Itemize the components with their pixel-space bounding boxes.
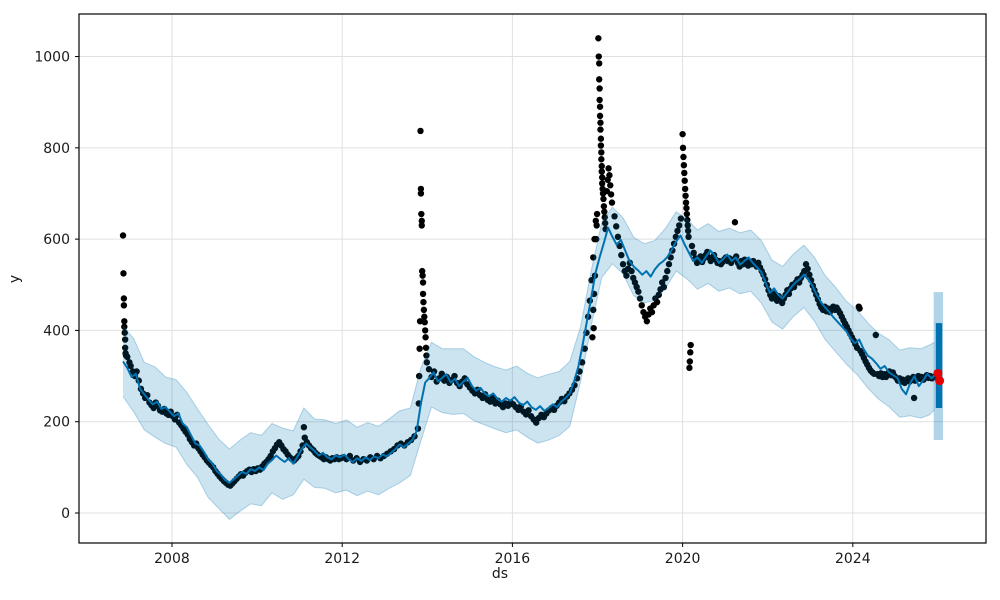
highlight-points (933, 368, 945, 386)
x-tick-label: 2024 (835, 551, 871, 567)
y-tick-label: 800 (43, 141, 70, 157)
future-forecast-column (935, 323, 943, 409)
plot-border (78, 13, 987, 544)
x-axis-ticks: 2008 2012 2016 2020 2024 (154, 543, 871, 567)
x-tick-label: 2012 (324, 551, 360, 567)
x-axis-label: ds (491, 566, 509, 582)
y-tick-label: 0 (61, 506, 70, 522)
uncertainty-band (122, 206, 935, 521)
gridlines (79, 14, 986, 543)
x-tick-label: 2008 (154, 551, 190, 567)
y-axis-ticks: 0 200 400 600 800 1000 (34, 50, 79, 522)
x-tick-label: 2020 (665, 551, 701, 567)
y-axis-label: y (7, 274, 23, 284)
forecast-line (122, 226, 936, 484)
x-tick-label: 2016 (495, 551, 531, 567)
y-tick-label: 200 (43, 415, 70, 431)
y-tick-label: 400 (43, 323, 70, 339)
y-tick-label: 600 (43, 232, 70, 248)
y-tick-label: 1000 (34, 50, 70, 66)
